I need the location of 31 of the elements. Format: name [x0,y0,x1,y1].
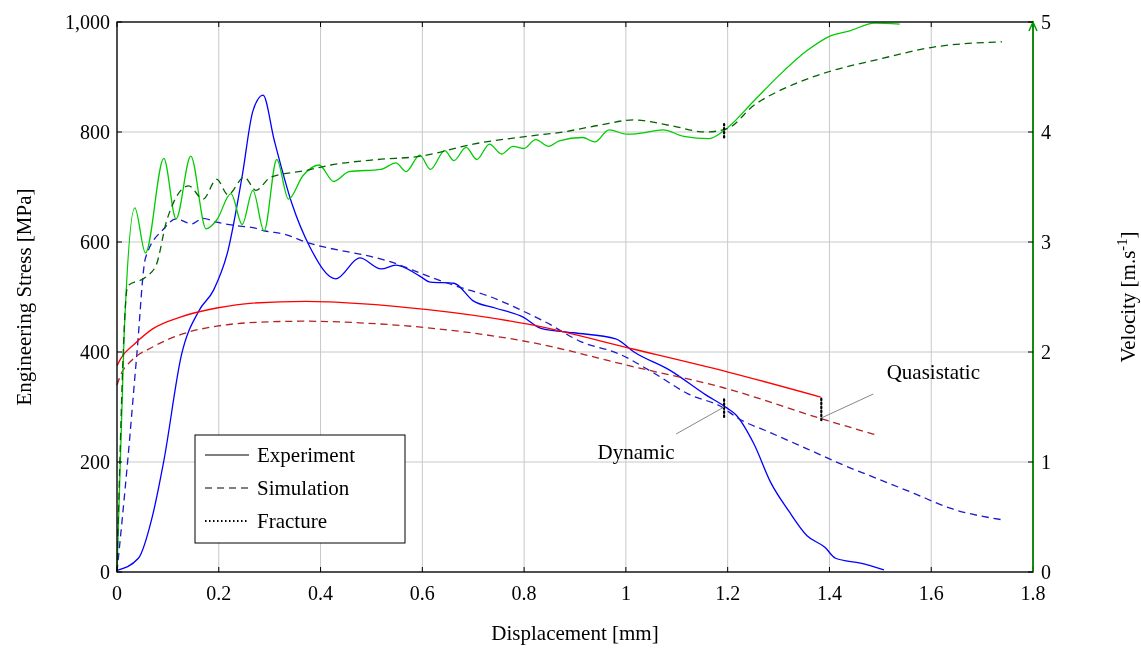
annotation: Dynamic [597,440,675,464]
y-tick-label: 1,000 [65,11,110,33]
x-tick-label: 0.8 [511,582,537,604]
y-tick-label: 0 [100,561,110,583]
legend-label: Simulation [257,476,350,500]
x-tick-label: 1 [620,582,631,604]
x-axis-title: Displacement [mm] [491,621,659,645]
legend-label: Fracture [257,509,327,533]
x-tick-label: 1.6 [918,582,944,604]
y2-tick-label: 3 [1041,231,1051,253]
x-tick-label: 1.4 [816,582,842,604]
x-tick-label: 0.6 [409,582,435,604]
x-tick-label: 0.4 [308,582,334,604]
y-tick-label: 600 [80,231,110,253]
y2-tick-label: 1 [1041,451,1051,473]
y-tick-label: 800 [80,121,110,143]
y2-tick-label: 2 [1041,341,1051,363]
line-series [116,320,876,436]
y2-tick-label: 5 [1041,11,1051,33]
x-tick-label: 1.8 [1020,582,1046,604]
x-tick-label: 0.2 [206,582,232,604]
y2-tick-label: 4 [1041,121,1051,143]
y-axis-title: Engineering Stress [MPa] [12,188,36,406]
line-series [116,300,822,398]
line-series [116,94,885,571]
y-tick-label: 400 [80,341,110,363]
annotation: Quasistatic [886,360,980,384]
legend-label: Experiment [257,443,356,467]
y2-tick-label: 0 [1041,561,1051,583]
y-tick-label: 200 [80,451,110,473]
x-tick-label: 1.2 [715,582,741,604]
